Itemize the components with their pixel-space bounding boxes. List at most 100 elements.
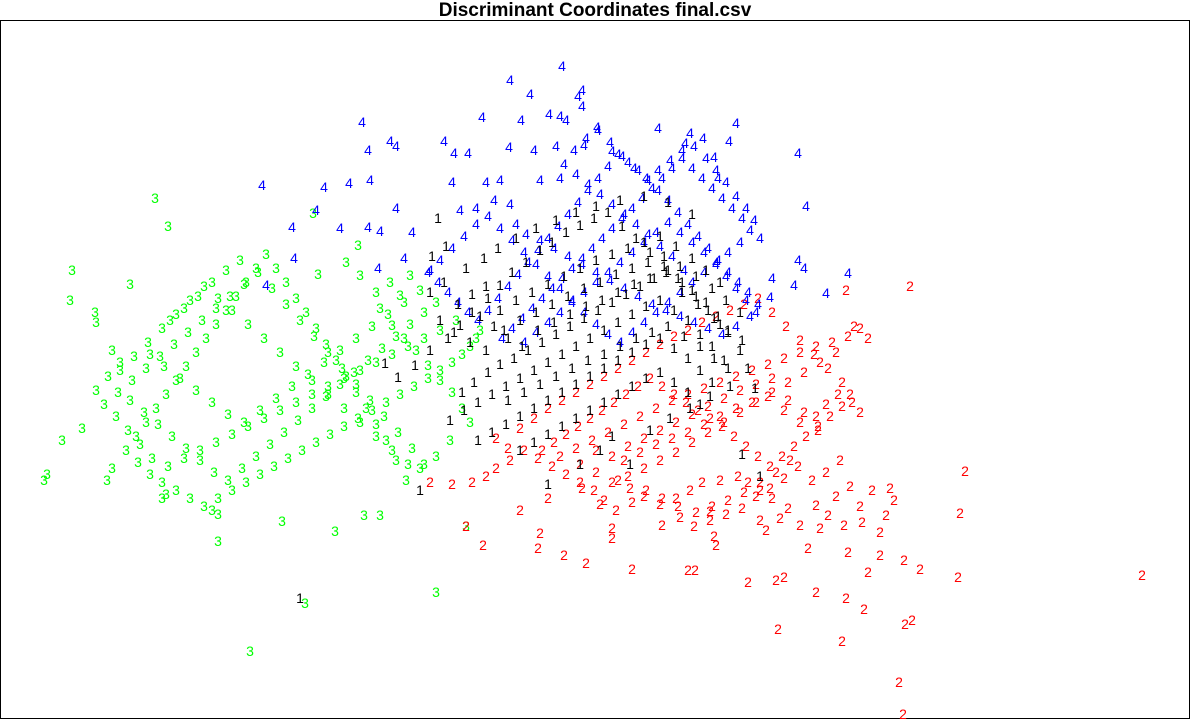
point-class-3: 3 xyxy=(164,218,172,234)
point-class-3: 3 xyxy=(304,366,312,382)
point-class-1: 1 xyxy=(576,260,584,276)
point-class-2: 2 xyxy=(802,428,810,444)
point-class-2: 2 xyxy=(899,706,907,720)
point-class-4: 4 xyxy=(508,320,516,336)
point-class-4: 4 xyxy=(694,228,702,244)
point-class-3: 3 xyxy=(278,513,286,529)
point-class-4: 4 xyxy=(496,172,504,188)
point-class-4: 4 xyxy=(654,120,662,136)
point-class-4: 4 xyxy=(628,324,636,340)
point-class-1: 1 xyxy=(572,204,580,220)
point-class-2: 2 xyxy=(740,296,748,312)
point-class-4: 4 xyxy=(526,86,534,102)
point-class-3: 3 xyxy=(146,466,154,482)
point-class-1: 1 xyxy=(628,306,636,322)
point-class-1: 1 xyxy=(688,206,696,222)
point-class-4: 4 xyxy=(364,142,372,158)
point-class-3: 3 xyxy=(376,507,384,523)
point-class-4: 4 xyxy=(756,230,764,246)
point-class-2: 2 xyxy=(624,438,632,454)
point-class-3: 3 xyxy=(246,643,254,659)
point-class-4: 4 xyxy=(708,180,716,196)
point-class-3: 3 xyxy=(386,274,394,290)
point-class-4: 4 xyxy=(742,292,750,308)
point-class-2: 2 xyxy=(786,452,794,468)
point-class-2: 2 xyxy=(536,525,544,541)
point-class-4: 4 xyxy=(616,334,624,350)
point-class-4: 4 xyxy=(678,150,686,166)
point-class-4: 4 xyxy=(570,142,578,158)
point-class-2: 2 xyxy=(624,468,632,484)
point-class-1: 1 xyxy=(650,270,658,286)
point-class-3: 3 xyxy=(380,408,388,424)
point-class-1: 1 xyxy=(482,342,490,358)
point-class-3: 3 xyxy=(356,267,364,283)
point-class-2: 2 xyxy=(590,482,598,498)
point-class-2: 2 xyxy=(850,318,858,334)
point-class-2: 2 xyxy=(842,282,850,298)
point-class-4: 4 xyxy=(712,254,720,270)
point-class-4: 4 xyxy=(593,119,601,135)
point-class-1: 1 xyxy=(592,252,600,268)
point-class-1: 1 xyxy=(530,400,538,416)
point-class-4: 4 xyxy=(620,206,628,222)
point-class-4: 4 xyxy=(592,316,600,332)
point-class-4: 4 xyxy=(704,320,712,336)
point-class-4: 4 xyxy=(386,133,394,149)
point-class-2: 2 xyxy=(796,414,804,430)
point-class-4: 4 xyxy=(648,296,656,312)
point-class-1: 1 xyxy=(532,304,540,320)
point-class-1: 1 xyxy=(702,262,710,278)
point-class-4: 4 xyxy=(688,234,696,250)
point-class-3: 3 xyxy=(214,533,222,549)
point-class-2: 2 xyxy=(656,452,664,468)
point-class-4: 4 xyxy=(638,190,646,206)
point-class-3: 3 xyxy=(324,386,332,402)
point-class-4: 4 xyxy=(544,268,552,284)
point-class-3: 3 xyxy=(180,300,188,316)
point-class-3: 3 xyxy=(366,392,374,408)
point-class-3: 3 xyxy=(210,464,218,480)
point-class-2: 2 xyxy=(756,512,764,528)
point-class-3: 3 xyxy=(324,378,332,394)
point-class-1: 1 xyxy=(480,250,488,266)
point-class-4: 4 xyxy=(456,202,464,218)
point-class-2: 2 xyxy=(468,474,476,490)
point-class-2: 2 xyxy=(784,374,792,390)
point-class-2: 2 xyxy=(684,562,692,578)
point-class-1: 1 xyxy=(684,384,692,400)
point-class-1: 1 xyxy=(688,250,696,266)
point-class-4: 4 xyxy=(728,200,736,216)
point-class-1: 1 xyxy=(484,290,492,306)
point-class-3: 3 xyxy=(184,324,192,340)
point-class-1: 1 xyxy=(710,310,718,326)
point-class-1: 1 xyxy=(710,350,718,366)
point-class-1: 1 xyxy=(532,220,540,236)
point-class-4: 4 xyxy=(686,125,694,141)
point-class-3: 3 xyxy=(282,296,290,312)
point-class-4: 4 xyxy=(574,88,582,104)
point-class-1: 1 xyxy=(516,442,524,458)
point-class-1: 1 xyxy=(552,368,560,384)
point-class-1: 1 xyxy=(596,274,604,290)
point-class-1: 1 xyxy=(720,352,728,368)
point-class-4: 4 xyxy=(464,304,472,320)
point-class-3: 3 xyxy=(382,432,390,448)
point-class-4: 4 xyxy=(574,194,582,210)
point-class-2: 2 xyxy=(810,346,818,362)
point-class-1: 1 xyxy=(708,280,716,296)
point-class-2: 2 xyxy=(684,424,692,440)
point-class-4: 4 xyxy=(722,268,730,284)
point-class-4: 4 xyxy=(662,302,670,318)
point-class-3: 3 xyxy=(280,424,288,440)
point-class-2: 2 xyxy=(864,330,872,346)
point-class-1: 1 xyxy=(694,296,702,312)
point-class-3: 3 xyxy=(424,370,432,386)
point-class-4: 4 xyxy=(608,143,616,159)
point-class-4: 4 xyxy=(644,172,652,188)
point-class-4: 4 xyxy=(750,212,758,228)
point-class-4: 4 xyxy=(454,294,462,310)
point-class-3: 3 xyxy=(252,448,260,464)
point-class-2: 2 xyxy=(812,408,820,424)
point-class-3: 3 xyxy=(236,252,244,268)
